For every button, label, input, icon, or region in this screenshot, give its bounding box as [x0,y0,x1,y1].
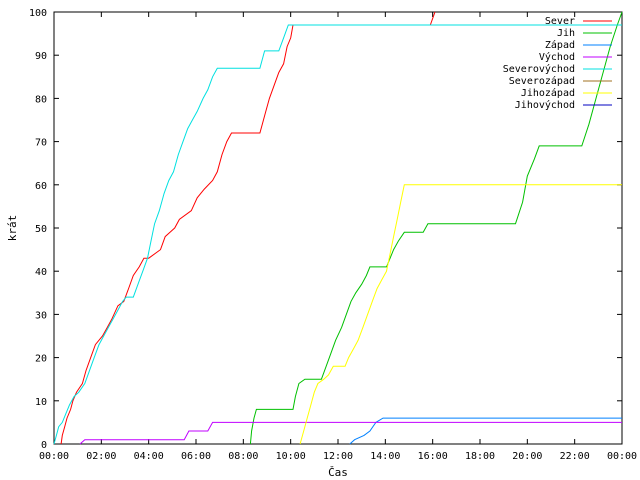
x-tick-label: 00:00 [607,451,637,462]
series-line-sever [60,11,436,445]
series-line-jih [249,11,623,445]
x-tick-label: 12:00 [323,451,353,462]
x-axis-label: Čas [328,466,348,479]
legend-label: Jihovýchod [515,99,575,111]
x-tick-label: 10:00 [276,451,306,462]
x-tick-label: 06:00 [181,451,211,462]
y-tick-label: 20 [35,354,47,365]
y-tick-label: 10 [35,397,47,408]
legend-label: Sever [545,16,575,27]
y-axis-ticks: 0 10 20 30 40 50 60 70 80 90 100 [29,8,622,451]
legend-label: Západ [545,39,575,51]
y-tick-label: 50 [35,224,47,235]
y-tick-label: 80 [35,94,47,105]
legend-label: Jihozápad [521,87,575,99]
series-line-západ [349,417,622,445]
legend-label: Severozápad [509,75,575,87]
legend: SeverJihZápadVýchodSeverovýchodSeverozáp… [503,16,612,111]
y-tick-label: 60 [35,181,47,192]
x-tick-label: 16:00 [418,451,448,462]
series-lines [53,11,623,445]
y-tick-label: 70 [35,138,47,149]
x-tick-label: 04:00 [134,451,164,462]
legend-label: Jih [557,28,575,39]
x-tick-label: 20:00 [512,451,542,462]
series-line-jihozápad [299,184,622,445]
y-tick-label: 0 [41,440,47,451]
y-tick-label: 40 [35,267,47,278]
legend-label: Severovýchod [503,63,575,75]
x-tick-label: 14:00 [370,451,400,462]
x-axis-ticks: 00:00 02:00 04:00 06:00 08:00 10:00 12:00 14:00… [39,12,637,462]
legend-label: Východ [539,51,575,63]
x-tick-label: 08:00 [228,451,258,462]
x-tick-label: 18:00 [465,451,495,462]
series-line-východ [79,421,622,445]
y-axis-label: krát [6,215,19,242]
y-tick-label: 30 [35,310,47,321]
x-tick-label: 22:00 [560,451,590,462]
y-tick-label: 90 [35,51,47,62]
x-tick-label: 00:00 [39,451,69,462]
x-tick-label: 02:00 [86,451,116,462]
y-tick-label: 100 [29,8,47,19]
series-line-severovýchod [53,24,622,445]
